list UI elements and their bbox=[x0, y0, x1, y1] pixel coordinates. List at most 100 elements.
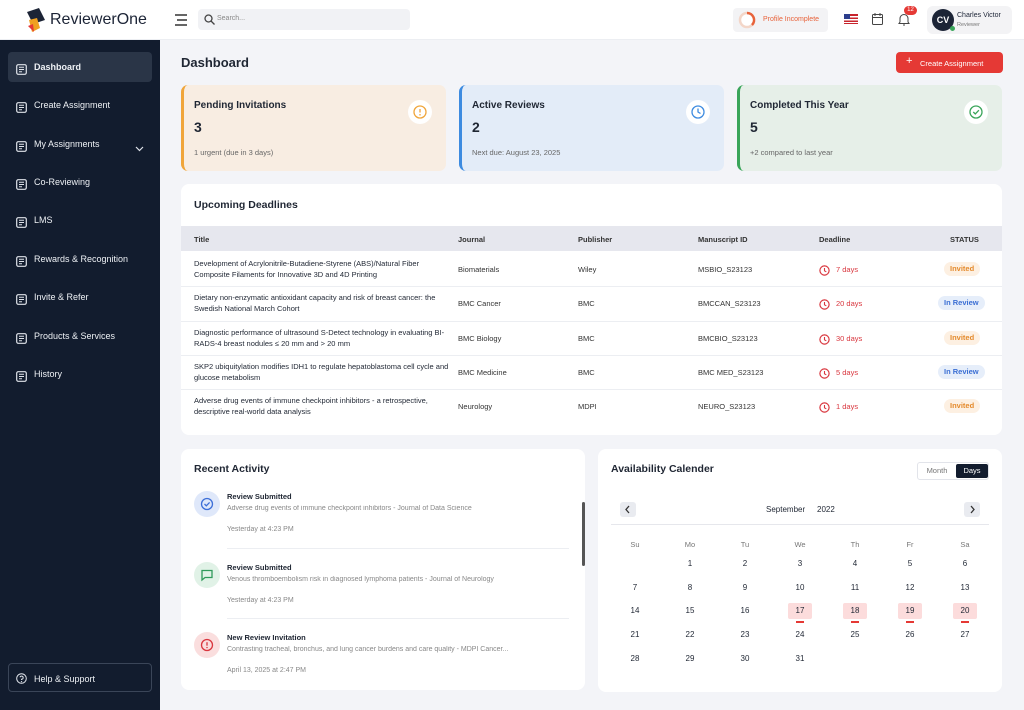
status-badge: Invited bbox=[944, 330, 981, 345]
calendar-day[interactable]: 2 bbox=[742, 559, 748, 568]
cell-title: SKP2 ubiquitylation modifies IDH1 to reg… bbox=[194, 361, 449, 382]
calendar-day[interactable]: 5 bbox=[907, 559, 913, 568]
deadline-icon bbox=[819, 332, 830, 345]
row-divider bbox=[181, 286, 1002, 288]
calendar-day[interactable]: 16 bbox=[740, 606, 750, 615]
calendar-day[interactable]: 27 bbox=[960, 630, 970, 639]
calendar-day[interactable]: 29 bbox=[685, 654, 695, 663]
calendar-day[interactable]: 15 bbox=[685, 606, 695, 615]
notifications-icon[interactable] bbox=[898, 13, 910, 26]
calendar-day[interactable]: 24 bbox=[795, 630, 805, 639]
nav-item[interactable]: LMS bbox=[8, 205, 152, 235]
calendar-day[interactable]: 7 bbox=[632, 583, 638, 592]
calendar-day[interactable]: 21 bbox=[630, 630, 640, 639]
nav-item[interactable]: Dashboard bbox=[8, 52, 152, 82]
view-option[interactable]: Month bbox=[926, 466, 948, 475]
calendar-day[interactable]: 3 bbox=[797, 559, 803, 568]
nav-icon bbox=[16, 139, 27, 152]
button-label: Create Assignment bbox=[920, 59, 984, 68]
row-divider bbox=[181, 354, 1002, 356]
nav-label: Invite & Refer bbox=[34, 292, 89, 302]
create-assignment-button[interactable]: + Create Assignment bbox=[896, 52, 1003, 73]
calendar-day[interactable]: 25 bbox=[850, 630, 860, 639]
nav-chevron bbox=[135, 140, 144, 152]
activity-detail: Adverse drug events of immune checkpoint… bbox=[227, 505, 472, 512]
calendar-day[interactable]: 22 bbox=[685, 630, 695, 639]
day-highlight bbox=[898, 603, 922, 619]
nav-item[interactable]: My Assignments bbox=[8, 129, 152, 159]
cell-title: Dietary non-enzymatic antioxidant capaci… bbox=[194, 293, 436, 314]
calendar-day[interactable]: 31 bbox=[795, 654, 805, 663]
nav-item[interactable]: Rewards & Recognition bbox=[8, 244, 152, 274]
calendar-day[interactable]: 8 bbox=[687, 583, 693, 592]
nav-item[interactable]: Products & Services bbox=[8, 321, 152, 351]
calendar-icon[interactable] bbox=[872, 13, 883, 25]
activity-divider bbox=[227, 547, 569, 549]
cell-journal: Neurology bbox=[458, 402, 493, 412]
menu-toggle[interactable] bbox=[175, 14, 188, 26]
user-menu[interactable]: CV Charles Victor Reviewer bbox=[927, 6, 1012, 34]
stat-card: Completed This Year 5 +2 compared to last … bbox=[737, 85, 1002, 171]
nav-icon bbox=[16, 254, 27, 267]
row-divider bbox=[181, 389, 1002, 391]
search-box[interactable]: Search... bbox=[198, 9, 410, 30]
calendar-day[interactable]: 11 bbox=[850, 583, 860, 592]
language-flag[interactable] bbox=[844, 14, 858, 24]
calendar-day[interactable]: 4 bbox=[852, 559, 858, 568]
cell-deadline: 20 days bbox=[836, 299, 863, 309]
calendar-day[interactable]: 13 bbox=[960, 583, 970, 592]
cell-manuscript-id: NEURO_S23123 bbox=[698, 402, 756, 412]
calendar-month: September bbox=[766, 505, 806, 514]
row-divider bbox=[181, 320, 1002, 322]
notification-badge: 12 bbox=[904, 6, 917, 15]
calendar-day[interactable]: 26 bbox=[905, 630, 915, 639]
header: ReviewerOne Search... Profile Incomplete… bbox=[0, 0, 1024, 40]
calendar-day[interactable]: 23 bbox=[740, 630, 750, 639]
scrollbar[interactable] bbox=[582, 502, 585, 566]
search-placeholder: Search... bbox=[217, 15, 246, 22]
nav-item[interactable]: Create Assignment bbox=[8, 90, 152, 120]
view-option[interactable]: Days bbox=[956, 464, 988, 478]
calendar-day[interactable]: 20 bbox=[960, 606, 970, 615]
nav-item[interactable]: History bbox=[8, 359, 152, 389]
help-support[interactable]: Help & Support bbox=[8, 663, 152, 692]
calendar-day[interactable]: 6 bbox=[962, 559, 968, 568]
day-underline bbox=[906, 621, 914, 623]
stat-value: 3 bbox=[194, 119, 202, 135]
calendar-day[interactable]: 10 bbox=[795, 583, 805, 592]
calendar-day[interactable]: 1 bbox=[687, 559, 693, 568]
cell-title: Adverse drug events of immune checkpoint… bbox=[194, 396, 428, 417]
calendar-day[interactable]: 17 bbox=[795, 606, 805, 615]
nav-label: Rewards & Recognition bbox=[34, 254, 129, 264]
prev-month[interactable] bbox=[620, 502, 636, 517]
deadlines-title: Upcoming Deadlines bbox=[194, 199, 298, 211]
nav-icon bbox=[16, 177, 27, 190]
profile-status[interactable]: Profile Incomplete bbox=[733, 8, 828, 32]
calendar-day[interactable]: 19 bbox=[905, 606, 915, 615]
calendar-day[interactable]: 12 bbox=[905, 583, 915, 592]
weekday: Sa bbox=[960, 540, 970, 549]
calendar-day[interactable]: 30 bbox=[740, 654, 750, 663]
cell-manuscript-id: MSBIO_S23123 bbox=[698, 265, 753, 274]
nav-label: History bbox=[34, 369, 63, 379]
calendar-day[interactable]: 9 bbox=[742, 583, 748, 592]
cell-journal: BMC Cancer bbox=[458, 299, 501, 309]
activity-icon bbox=[194, 561, 220, 588]
calendar-day[interactable]: 14 bbox=[630, 606, 640, 615]
activity-title: Recent Activity bbox=[194, 463, 270, 475]
activity-time: Yesterday at 4:23 PM bbox=[227, 526, 294, 533]
activity-divider bbox=[227, 618, 569, 619]
next-month[interactable] bbox=[964, 502, 980, 517]
logo-icon bbox=[27, 8, 45, 32]
weekday: Fr bbox=[906, 540, 914, 549]
calendar-day[interactable]: 28 bbox=[630, 654, 640, 663]
nav-icon bbox=[16, 215, 27, 228]
calendar-day[interactable]: 18 bbox=[850, 606, 860, 615]
prev-icon bbox=[625, 505, 630, 514]
nav-item[interactable]: Co-Reviewing bbox=[8, 167, 152, 197]
activity-time: Yesterday at 4:23 PM bbox=[227, 596, 294, 604]
cell-journal: BMC Biology bbox=[458, 333, 502, 343]
nav-item[interactable]: Invite & Refer bbox=[8, 282, 152, 312]
nav-icon bbox=[16, 62, 27, 75]
